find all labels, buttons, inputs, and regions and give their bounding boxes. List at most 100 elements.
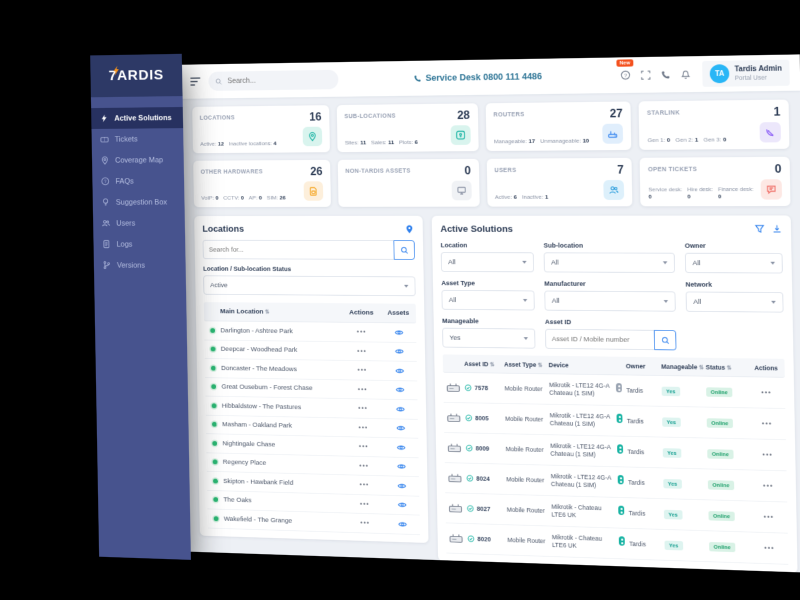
router-thumbnail-icon [448, 503, 467, 513]
view-assets-button[interactable] [382, 385, 417, 395]
manageable-select[interactable]: Yes [442, 327, 536, 349]
asset-id-input[interactable] [545, 328, 655, 351]
location-row[interactable]: Darlington - Ashtree Park ••• [204, 321, 417, 343]
row-actions-icon[interactable]: ••• [357, 347, 367, 355]
global-search[interactable] [208, 69, 339, 91]
row-actions-icon[interactable]: ••• [358, 423, 369, 432]
asset-type-select[interactable]: All [441, 289, 535, 311]
row-actions-icon[interactable]: ••• [356, 328, 367, 336]
search-icon [400, 246, 408, 254]
card-open-tickets: Open Tickets 0 Service desk: 0 Hire desk: 0… [639, 156, 791, 207]
status-filter-label: Location / Sub-location Status [203, 265, 292, 273]
sidebar-item-coverage-map[interactable]: Coverage Map [92, 149, 184, 171]
call-icon[interactable] [661, 70, 671, 79]
locations-search-input[interactable] [202, 239, 395, 260]
user-menu[interactable]: TA Tardis Admin Portal User [702, 59, 790, 87]
device-name: Mikrotik - Chateau LTE6 UK [551, 533, 603, 550]
card-title: Locations [199, 113, 235, 122]
menu-toggle-icon[interactable] [190, 77, 201, 86]
location-select[interactable]: All [440, 252, 534, 273]
status-select[interactable]: Active [203, 275, 416, 297]
sort-icon[interactable]: ⇅ [726, 364, 732, 371]
row-actions-icon[interactable]: ••• [358, 404, 368, 412]
locations-search-button[interactable] [393, 240, 415, 260]
main-panel: Service Desk 0800 111 4486 New ? TA Tard… [180, 54, 800, 573]
brand-logo: 7 ARDIS [90, 53, 183, 98]
card-value: 1 [773, 106, 781, 119]
sort-icon[interactable]: ⇅ [537, 361, 543, 369]
users-icon [603, 179, 625, 200]
sidebar-item-faqs[interactable]: ? FAQs [92, 170, 184, 191]
filter-icon[interactable] [755, 224, 765, 233]
sidebar: 7 ARDIS Active Solutions Tickets Coverage… [90, 53, 191, 560]
users-icon [102, 219, 110, 226]
help-button[interactable]: New ? [616, 59, 634, 80]
row-actions-icon[interactable]: ••• [764, 544, 775, 552]
eye-icon [395, 404, 404, 413]
sub-location-select[interactable]: All [543, 252, 675, 273]
filter-manufacturer: Manufacturer All [544, 274, 676, 312]
view-assets-button[interactable] [383, 404, 418, 414]
row-actions-icon[interactable]: ••• [762, 451, 774, 459]
sidebar-item-versions[interactable]: Versions [94, 255, 186, 276]
status-badge: Online [707, 448, 734, 459]
notifications-bell-icon[interactable] [681, 70, 691, 79]
stat: Sales: 11 [370, 139, 395, 146]
view-assets-button[interactable] [384, 500, 419, 510]
view-assets-button[interactable] [385, 519, 420, 529]
row-actions-icon[interactable]: ••• [360, 519, 371, 527]
topbar-icons: New ? [616, 59, 691, 80]
asset-id-search-button[interactable] [653, 329, 677, 351]
card-title: Users [494, 166, 517, 174]
row-actions-icon[interactable]: ••• [359, 481, 370, 489]
assets-table: Asset ID⇅ Asset Type⇅ Device Owner Manag… [442, 354, 789, 565]
fullscreen-icon[interactable] [641, 70, 651, 79]
active-status-dot [211, 403, 217, 409]
sidebar-item-logs[interactable]: Logs [93, 234, 185, 255]
row-actions-icon[interactable]: ••• [761, 420, 773, 428]
eye-icon [397, 462, 406, 471]
view-assets-button[interactable] [384, 462, 419, 472]
eye-icon [396, 424, 405, 433]
view-assets-button[interactable] [384, 481, 419, 491]
owner-select[interactable]: All [684, 252, 783, 274]
view-assets-button[interactable] [381, 347, 416, 357]
view-assets-button[interactable] [382, 366, 417, 376]
view-assets-button[interactable] [383, 443, 418, 453]
row-actions-icon[interactable]: ••• [761, 388, 772, 397]
stat: Finance desk: 0 [717, 185, 754, 200]
manufacturer-select[interactable]: All [544, 290, 676, 312]
sidebar-item-active-solutions[interactable]: Active Solutions [91, 106, 184, 130]
row-actions-icon[interactable]: ••• [357, 385, 368, 393]
row-actions-icon[interactable]: ••• [762, 482, 774, 490]
stat: Active: 12 [200, 140, 224, 148]
router-thumbnail-icon [446, 382, 465, 392]
sidebar-item-tickets[interactable]: Tickets [91, 128, 183, 150]
row-actions-icon[interactable]: ••• [359, 500, 370, 508]
phone-icon [414, 75, 421, 82]
row-actions-icon[interactable]: ••• [358, 443, 369, 451]
status-badge: Online [706, 417, 733, 428]
network-select[interactable]: All [685, 291, 784, 313]
row-actions-icon[interactable]: ••• [359, 462, 370, 470]
row-actions-icon[interactable]: ••• [763, 513, 775, 521]
map-pin-icon[interactable] [404, 224, 414, 234]
lightning-bolt-icon [113, 65, 119, 76]
sidebar-item-suggestion-box[interactable]: Suggestion Box [93, 191, 185, 212]
eye-icon [397, 500, 406, 509]
col-manageable: Manageable [661, 362, 698, 371]
row-actions-icon[interactable]: ••• [357, 366, 368, 374]
sort-icon[interactable]: ⇅ [489, 361, 495, 368]
sort-icon[interactable]: ⇅ [264, 308, 270, 316]
stat-cards: Locations 16 Active: 12 Inactive locations… [192, 99, 791, 208]
col-actions: Actions [349, 308, 374, 317]
location-name: Great Ouseburn - Forest Chase [221, 383, 313, 393]
download-icon[interactable] [772, 224, 782, 233]
view-assets-button[interactable] [381, 328, 416, 337]
stat: Gen 2: 1 [675, 136, 699, 144]
sort-icon[interactable]: ⇅ [698, 363, 704, 371]
search-input[interactable] [225, 74, 332, 86]
view-assets-button[interactable] [383, 423, 418, 433]
sidebar-item-users[interactable]: Users [93, 213, 185, 234]
stat: Service desk: 0 [648, 186, 683, 200]
